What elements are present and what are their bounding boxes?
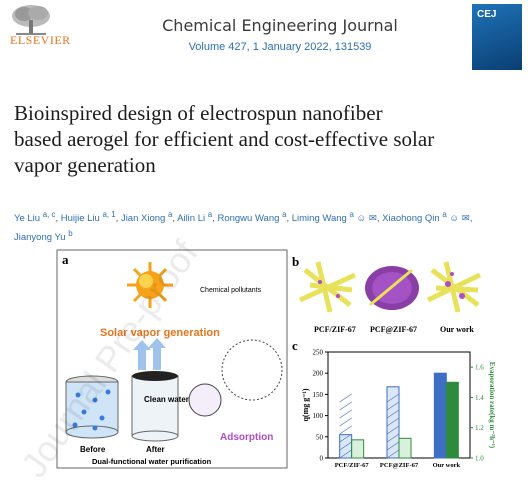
- bar-hatch: [339, 449, 352, 459]
- vapor-arrows-icon: [133, 338, 166, 370]
- author-link[interactable]: Ailin Li a: [177, 210, 213, 225]
- b-label-2: PCF@ZIF-67: [370, 325, 417, 334]
- author-link[interactable]: Jianyong Yu b: [14, 229, 73, 244]
- y2-tick-label: 1.4: [475, 394, 484, 402]
- bar-chart: 0 50 100 150 200 250 1.0 1.2 1.4 1.6 q(mg g⁻¹) Evap…: [301, 349, 496, 470]
- x-tick-label: Our work: [433, 462, 461, 469]
- email-icon[interactable]: ✉: [368, 213, 377, 225]
- y-tick-label: 200: [313, 370, 324, 378]
- article-title: Bioinspired design of electrospun nanofi…: [14, 100, 524, 178]
- author-link[interactable]: Huijie Liu a, 1: [60, 210, 116, 225]
- bar-hatch: [386, 449, 400, 459]
- bar-evaporation: [445, 381, 459, 459]
- title-line: based aerogel for efficient and cost-eff…: [14, 127, 435, 151]
- fiber-structure-3-icon: [426, 261, 482, 313]
- b-label-1: PCF/ZIF-67: [314, 325, 356, 334]
- molecule-zoom-icon: [221, 339, 283, 401]
- y2-tick-label: 1.2: [475, 424, 484, 432]
- publisher-name: ELSEVIER: [10, 33, 71, 47]
- y2-tick-label: 1.6: [475, 364, 484, 372]
- journal-volume-link[interactable]: Volume 427, 1 January 2022, 131539: [188, 41, 372, 53]
- bar-hatch: [339, 393, 352, 403]
- adsorbent-circle-icon: [188, 383, 222, 417]
- bar-hatch: [339, 409, 352, 419]
- author-link[interactable]: Jian Xiong a: [120, 210, 173, 225]
- bar-hatch: [339, 433, 352, 443]
- y-tick-label: 250: [313, 349, 324, 357]
- author-link[interactable]: Liming Wang a ☺ ✉: [291, 210, 377, 225]
- author-link[interactable]: Ye Liu a, c: [14, 210, 56, 225]
- bar-hatch: [386, 417, 400, 427]
- author-list: Ye Liu a, c, Huijie Liu a, 1, Jian Xiong…: [14, 210, 473, 244]
- y-tick-label: 50: [316, 433, 324, 441]
- bar-hatch: [386, 409, 400, 419]
- chemical-pollutants-label: Chemical pollutants: [200, 287, 262, 294]
- journal-cover-image[interactable]: [472, 4, 522, 70]
- title-line: Bioinspired design of electrospun nanofi…: [14, 101, 383, 125]
- x-tick-label: PCF/ZIF-67: [335, 462, 370, 469]
- author-link[interactable]: Xiaohong Qin a ☺ ✉: [382, 210, 470, 225]
- x-tick-label: PCF@ZIF-67: [380, 462, 419, 469]
- bar-evaporation: [351, 439, 365, 459]
- bar-hatch: [386, 401, 400, 411]
- elsevier-tree-logo: [12, 5, 50, 35]
- author-link[interactable]: Rongwu Wang a: [217, 210, 287, 225]
- bar-hatch: [386, 433, 400, 443]
- bar-q: [386, 386, 400, 459]
- beaker-before-icon: [65, 375, 119, 439]
- bar-hatch: [339, 417, 352, 427]
- before-label: Before: [80, 445, 106, 454]
- panel-b-label: b: [292, 254, 299, 269]
- clean-water-text: Clean water: [144, 395, 189, 404]
- panel-c-label: c: [292, 338, 298, 353]
- figure-caption: Dual-functional water purification: [92, 457, 212, 466]
- bar-evaporation: [398, 437, 412, 459]
- b-label-3: Our work: [440, 325, 474, 334]
- sun-icon: [127, 262, 173, 308]
- bar-hatch: [386, 425, 400, 435]
- y2-axis-label: Evaporation rate(kg m⁻²h⁻¹): [488, 362, 496, 449]
- bar-hatch: [386, 393, 400, 403]
- bar-hatch: [386, 441, 400, 451]
- journal-name[interactable]: Chemical Engineering Journal: [162, 16, 398, 35]
- person-icon: ☺: [449, 213, 460, 225]
- y2-tick-label: 1.0: [475, 455, 484, 463]
- y-tick-label: 100: [313, 412, 324, 420]
- bar-hatch: [339, 401, 352, 411]
- fiber-structure-2-icon: [365, 266, 419, 310]
- y-tick-label: 0: [320, 455, 324, 463]
- bar-hatch: [339, 425, 352, 435]
- bar-q: [433, 372, 447, 459]
- fiber-structure-1-icon: [298, 261, 357, 313]
- adsorption-label: Adsorption: [220, 432, 273, 443]
- solar-vapor-label: Solar vapor generation: [100, 327, 220, 339]
- after-label: After: [146, 445, 165, 454]
- cover-title: CEJ: [477, 9, 497, 20]
- y-axis-label: q(mg g⁻¹): [301, 388, 310, 421]
- person-icon: ☺: [356, 213, 367, 225]
- panel-a-label: a: [62, 252, 69, 267]
- beaker-after-icon: [131, 371, 179, 442]
- bar-hatch: [339, 441, 352, 451]
- email-icon[interactable]: ✉: [461, 213, 470, 225]
- y-tick-label: 150: [313, 391, 324, 399]
- title-line: vapor generation: [14, 153, 156, 177]
